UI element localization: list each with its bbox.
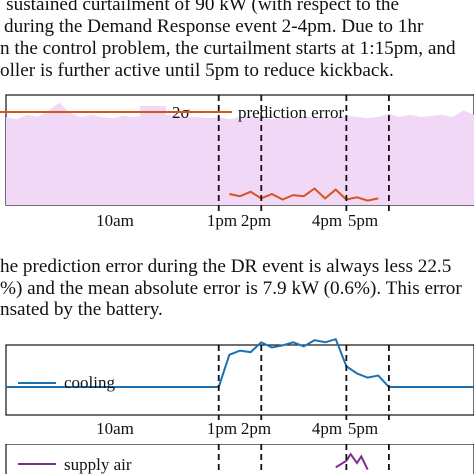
- tick-label-1pm: 1pm: [207, 419, 237, 438]
- legend-label-cooling: cooling: [64, 373, 115, 392]
- legend-label-supply-air: supply air: [64, 455, 132, 474]
- tick-label-5pm: 5pm: [348, 419, 378, 438]
- prediction-error-line: [229, 187, 379, 202]
- tick-label-10am: 10am: [96, 211, 134, 230]
- tick-label-5pm: 5pm: [348, 211, 378, 230]
- paper-line-2: during the Demand Response event 2-4pm. …: [4, 16, 424, 37]
- plot-frame: [5, 344, 474, 416]
- prediction-error-chart: 2σ prediction error 10am 1pm 2pm 4pm 5pm: [0, 94, 474, 230]
- cooling-line: [6, 337, 474, 388]
- plot-frame: [5, 444, 474, 474]
- paper-line-7: nsated by the battery.: [0, 299, 163, 320]
- paper-line-5: he prediction error during the DR event …: [0, 256, 452, 277]
- tick-label-4pm: 4pm: [312, 211, 342, 230]
- paper-line-6: %) and the mean absolute error is 7.9 kW…: [0, 278, 462, 299]
- event-markers: [217, 345, 390, 420]
- tick-label-4pm: 4pm: [312, 419, 342, 438]
- tick-label-1pm: 1pm: [207, 211, 237, 230]
- cooling-chart: cooling 10am 1pm 2pm 4pm 5pm: [5, 337, 474, 438]
- event-markers: [217, 444, 390, 474]
- paper-line-3: n the control problem, the curtailment s…: [0, 38, 456, 59]
- tick-label-2pm: 2pm: [241, 419, 271, 438]
- supply-air-chart: supply air: [5, 444, 474, 474]
- tick-label-2pm: 2pm: [241, 211, 271, 230]
- tick-label-10am: 10am: [96, 419, 134, 438]
- paper-line-1: ; sustained curtailment of 90 kW (with r…: [0, 0, 400, 15]
- supply-air-line: [335, 452, 369, 471]
- sigma-band-area: [6, 102, 474, 205]
- legend-label-error: prediction error: [238, 103, 345, 122]
- paper-line-4: oller is further active until 5pm to red…: [0, 60, 394, 81]
